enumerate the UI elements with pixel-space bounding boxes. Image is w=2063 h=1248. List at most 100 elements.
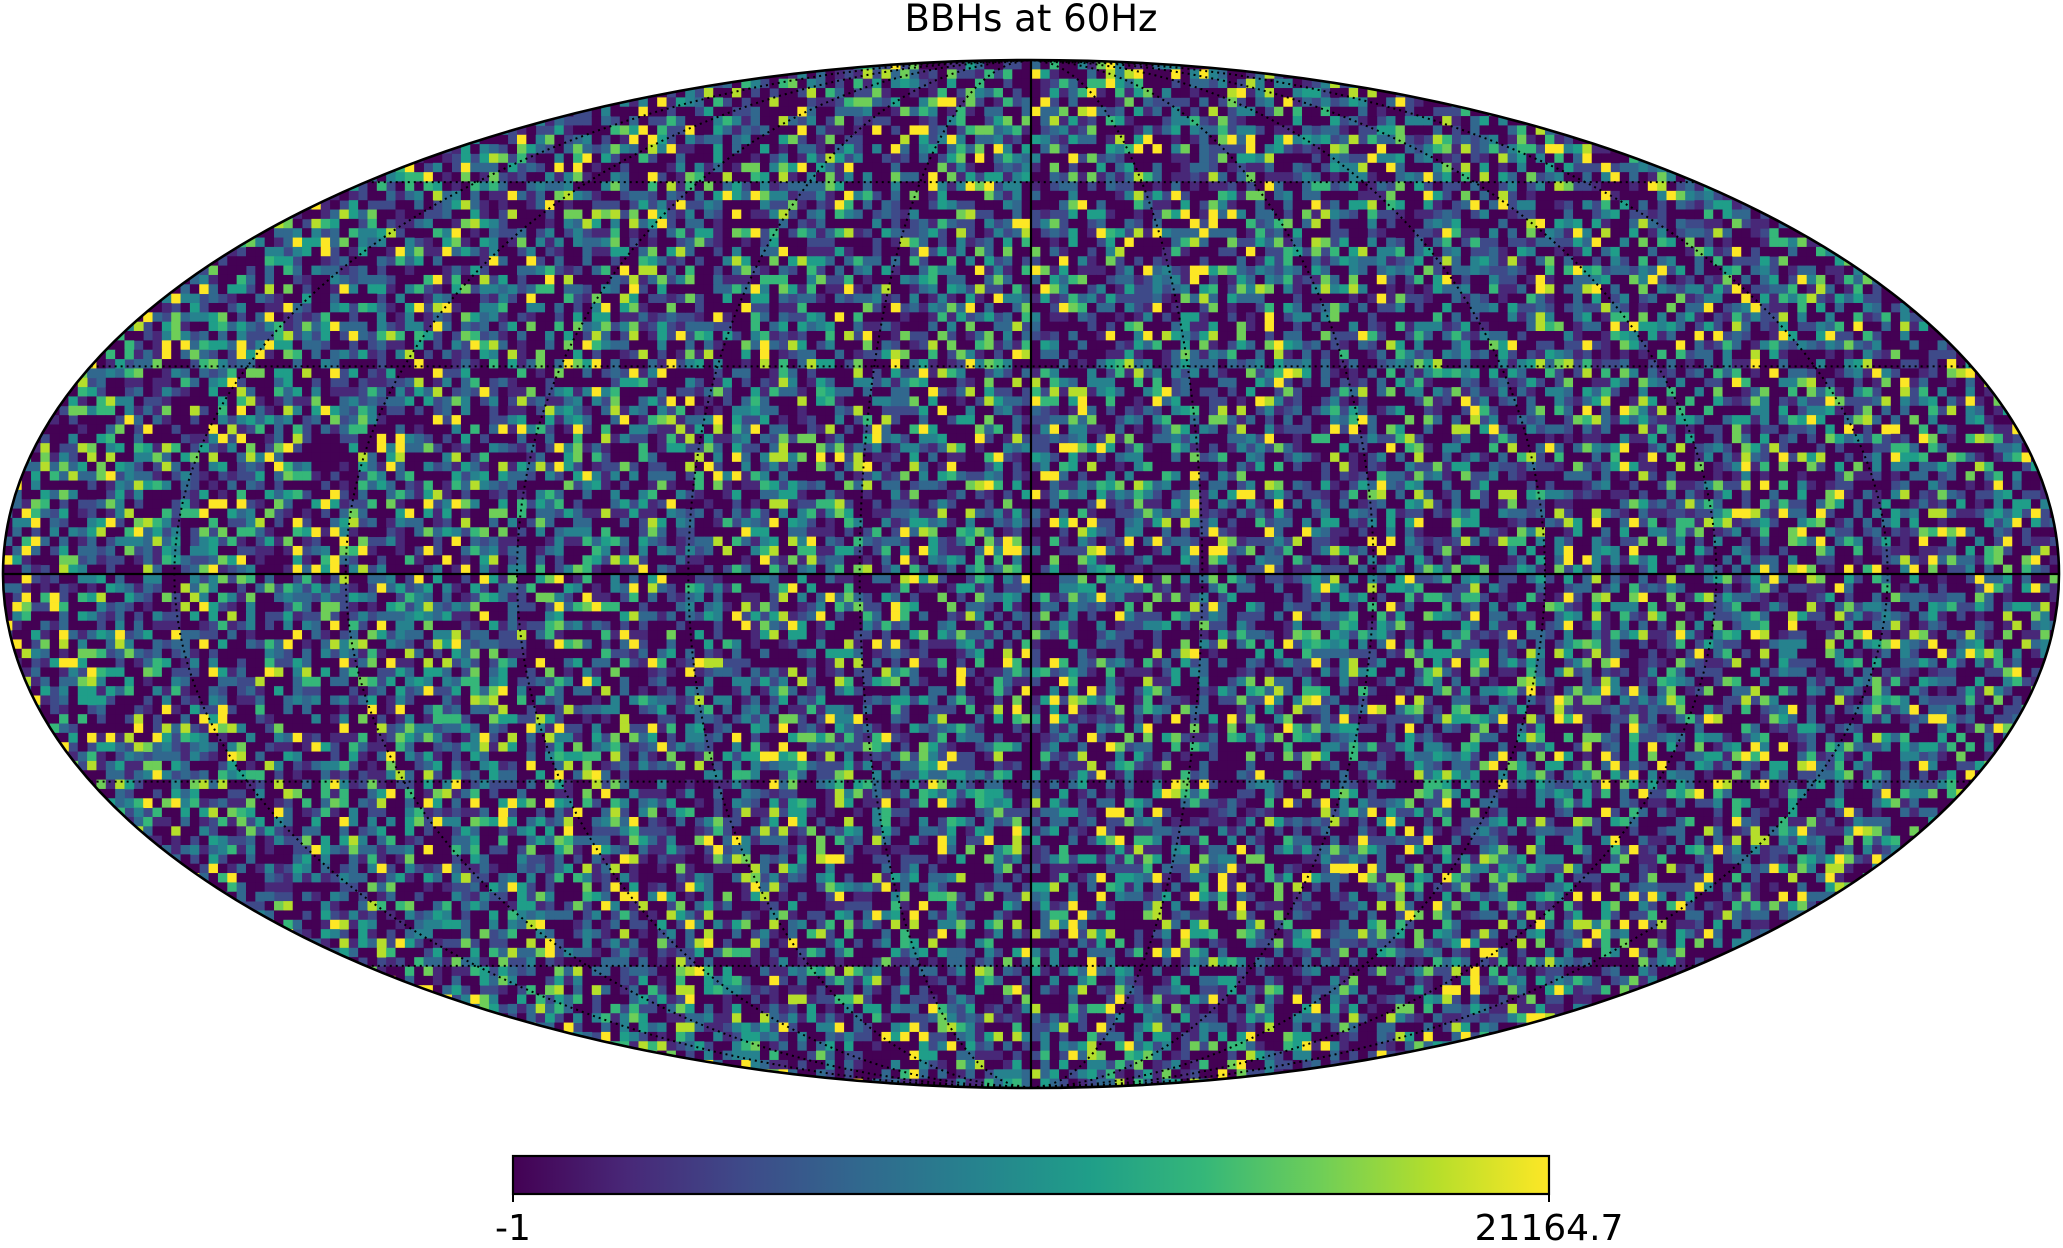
sky-map-pixel: [1171, 191, 1181, 201]
sky-map-pixel: [461, 153, 471, 163]
sky-map-pixel: [629, 144, 639, 154]
sky-map-pixel: [1218, 153, 1228, 163]
sky-map-pixel: [1124, 135, 1134, 145]
sky-map-pixel: [807, 219, 817, 229]
sky-map-pixel: [1321, 116, 1331, 126]
sky-map-pixel: [1713, 200, 1723, 210]
sky-map-pixel: [769, 191, 779, 201]
sky-map-pixel: [620, 125, 630, 135]
sky-map-pixel: [396, 200, 406, 210]
sky-map-pixel: [489, 153, 499, 163]
sky-map-pixel: [1386, 116, 1396, 126]
sky-map-pixel: [825, 88, 835, 98]
sky-map-pixel: [928, 88, 938, 98]
sky-map-pixel: [1040, 107, 1050, 117]
sky-map-pixel: [1171, 125, 1181, 135]
sky-map-pixel: [573, 144, 583, 154]
sky-map-pixel: [956, 191, 966, 201]
sky-map-pixel: [825, 135, 835, 145]
sky-map-pixel: [638, 219, 648, 229]
sky-map-pixel: [1470, 163, 1480, 173]
sky-map-pixel: [732, 88, 742, 98]
sky-map-pixel: [723, 116, 733, 126]
sky-map-pixel: [863, 219, 873, 229]
sky-map-pixel: [1638, 191, 1648, 201]
sky-map-pixel: [1218, 69, 1228, 79]
sky-map-pixel: [816, 210, 826, 220]
sky-map-pixel: [1265, 172, 1275, 182]
sky-map-pixel: [657, 153, 667, 163]
sky-map-pixel: [1171, 153, 1181, 163]
sky-map-pixel: [1246, 107, 1256, 117]
sky-map-pixel: [1573, 200, 1583, 210]
sky-map-pixel: [994, 135, 1004, 145]
sky-map-pixel: [1610, 172, 1620, 182]
sky-map-pixel: [1358, 88, 1368, 98]
sky-map-pixel: [956, 172, 966, 182]
sky-map-pixel: [293, 219, 303, 229]
sky-map-pixel: [966, 125, 976, 135]
sky-map-pixel: [723, 200, 733, 210]
sky-map-pixel: [938, 97, 948, 107]
sky-map-pixel: [1283, 125, 1293, 135]
sky-map-pixel: [1461, 181, 1471, 191]
sky-map-pixel: [1704, 210, 1714, 220]
sky-map-pixel: [723, 144, 733, 154]
sky-map-pixel: [1414, 163, 1424, 173]
sky-map-pixel: [648, 97, 658, 107]
sky-map-pixel: [1452, 191, 1462, 201]
sky-map-pixel: [685, 219, 695, 229]
sky-map-pixel: [713, 153, 723, 163]
sky-map-pixel: [1330, 144, 1340, 154]
sky-map-pixel: [881, 219, 891, 229]
sky-map-pixel: [1311, 200, 1321, 210]
sky-map-pixel: [405, 200, 415, 210]
sky-map-pixel: [956, 210, 966, 220]
sky-map-pixel: [1508, 135, 1518, 145]
sky-map-pixel: [1124, 97, 1134, 107]
sky-map-pixel: [1498, 135, 1508, 145]
sky-map-pixel: [470, 144, 480, 154]
sky-map-pixel: [1171, 200, 1181, 210]
sky-map-pixel: [807, 153, 817, 163]
sky-map-pixel: [947, 107, 957, 117]
sky-map-pixel: [573, 191, 583, 201]
sky-map-pixel: [470, 191, 480, 201]
sky-map-pixel: [1526, 191, 1536, 201]
sky-map-pixel: [638, 125, 648, 135]
sky-map-pixel: [1190, 125, 1200, 135]
sky-map-pixel: [414, 163, 424, 173]
sky-map-pixel: [1031, 191, 1041, 201]
sky-map-pixel: [1311, 172, 1321, 182]
sky-map-pixel: [1059, 200, 1069, 210]
sky-map-pixel: [1629, 200, 1639, 210]
sky-map-pixel: [1003, 135, 1013, 145]
sky-map-pixel: [1470, 191, 1480, 201]
sky-map-pixel: [1517, 135, 1527, 145]
sky-map-pixel: [1255, 116, 1265, 126]
sky-map-pixel: [704, 107, 714, 117]
sky-map-pixel: [807, 144, 817, 154]
sky-map-pixel: [1461, 163, 1471, 173]
sky-map-pixel: [1209, 69, 1219, 79]
sky-map-pixel: [900, 144, 910, 154]
sky-map-pixel: [526, 163, 536, 173]
sky-map-pixel: [1255, 153, 1265, 163]
sky-map-pixel: [1554, 172, 1564, 182]
sky-map-pixel: [1209, 191, 1219, 201]
sky-map-pixel: [470, 172, 480, 182]
sky-map-pixel: [1106, 191, 1116, 201]
sky-map-pixel: [657, 97, 667, 107]
sky-map-pixel: [1386, 163, 1396, 173]
sky-map-pixel: [1433, 153, 1443, 163]
sky-map-pixel: [872, 163, 882, 173]
sky-map-pixel: [741, 153, 751, 163]
sky-map-pixel: [1199, 107, 1209, 117]
sky-map-pixel: [564, 163, 574, 173]
sky-map-pixel: [1480, 125, 1490, 135]
sky-map-pixel: [975, 125, 985, 135]
sky-map-pixel: [1059, 135, 1069, 145]
sky-map-pixel: [1424, 116, 1434, 126]
sky-map-pixel: [339, 219, 349, 229]
sky-map-pixel: [984, 200, 994, 210]
